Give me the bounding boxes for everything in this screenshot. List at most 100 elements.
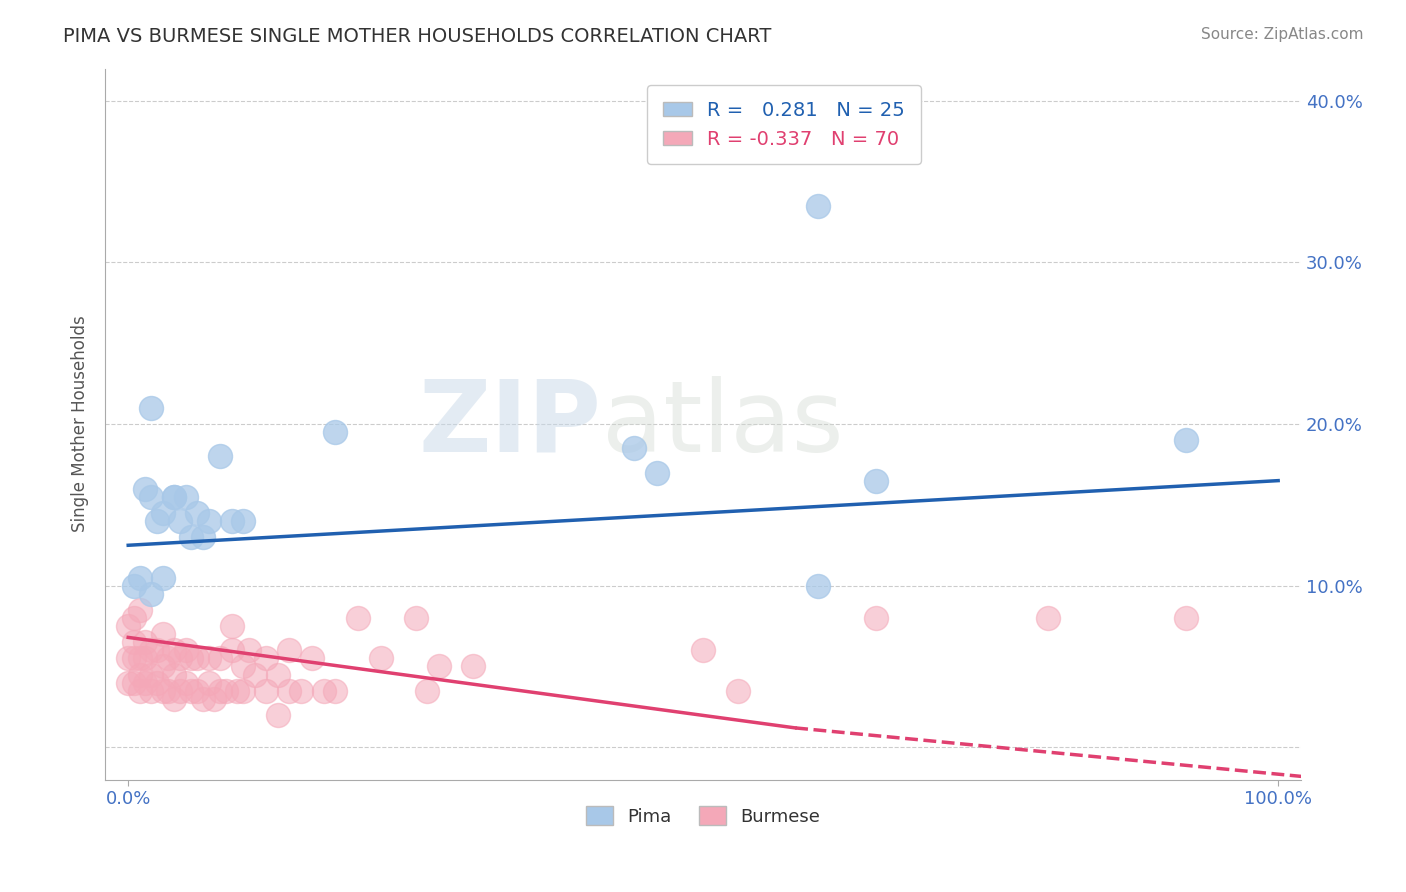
Point	[232, 683, 254, 698]
Point	[163, 667, 186, 681]
Point	[169, 683, 191, 698]
Point	[209, 683, 232, 698]
Point	[169, 514, 191, 528]
Point	[146, 514, 169, 528]
Point	[209, 651, 232, 665]
Point	[191, 691, 214, 706]
Point	[865, 611, 887, 625]
Point	[174, 490, 197, 504]
Point	[278, 643, 301, 657]
Point	[152, 506, 174, 520]
Point	[146, 675, 169, 690]
Point	[1175, 611, 1198, 625]
Point	[186, 683, 208, 698]
Point	[157, 651, 180, 665]
Point	[221, 619, 243, 633]
Point	[290, 683, 312, 698]
Point	[267, 708, 290, 723]
Point	[163, 490, 186, 504]
Point	[197, 651, 219, 665]
Point	[301, 651, 323, 665]
Y-axis label: Single Mother Households: Single Mother Households	[72, 316, 89, 533]
Point	[152, 659, 174, 673]
Point	[623, 442, 645, 456]
Point	[169, 651, 191, 665]
Point	[645, 466, 668, 480]
Point	[128, 571, 150, 585]
Point	[727, 683, 749, 698]
Point	[117, 619, 139, 633]
Point	[209, 450, 232, 464]
Point	[122, 579, 145, 593]
Point	[117, 675, 139, 690]
Point	[163, 643, 186, 657]
Point	[134, 651, 156, 665]
Point	[141, 683, 163, 698]
Point	[427, 659, 450, 673]
Point	[254, 651, 277, 665]
Point	[152, 683, 174, 698]
Point	[128, 667, 150, 681]
Point	[370, 651, 392, 665]
Text: PIMA VS BURMESE SINGLE MOTHER HOUSEHOLDS CORRELATION CHART: PIMA VS BURMESE SINGLE MOTHER HOUSEHOLDS…	[63, 27, 772, 45]
Point	[117, 651, 139, 665]
Point	[180, 651, 202, 665]
Point	[152, 571, 174, 585]
Point	[692, 643, 714, 657]
Point	[215, 683, 238, 698]
Point	[128, 683, 150, 698]
Point	[174, 643, 197, 657]
Point	[134, 635, 156, 649]
Point	[141, 490, 163, 504]
Point	[323, 425, 346, 439]
Point	[146, 643, 169, 657]
Point	[232, 659, 254, 673]
Point	[197, 675, 219, 690]
Point	[221, 643, 243, 657]
Point	[180, 530, 202, 544]
Point	[128, 651, 150, 665]
Point	[865, 474, 887, 488]
Point	[347, 611, 370, 625]
Point	[128, 603, 150, 617]
Point	[204, 691, 226, 706]
Point	[122, 635, 145, 649]
Point	[186, 651, 208, 665]
Point	[1175, 434, 1198, 448]
Point	[243, 667, 266, 681]
Point	[254, 683, 277, 698]
Point	[191, 530, 214, 544]
Point	[463, 659, 485, 673]
Point	[163, 490, 186, 504]
Point	[278, 683, 301, 698]
Point	[186, 506, 208, 520]
Point	[141, 643, 163, 657]
Point	[141, 587, 163, 601]
Point	[134, 675, 156, 690]
Point	[157, 683, 180, 698]
Point	[122, 611, 145, 625]
Point	[807, 199, 830, 213]
Point	[232, 514, 254, 528]
Point	[312, 683, 335, 698]
Point	[267, 667, 290, 681]
Point	[416, 683, 439, 698]
Point	[323, 683, 346, 698]
Point	[405, 611, 427, 625]
Point	[141, 667, 163, 681]
Point	[807, 579, 830, 593]
Point	[180, 683, 202, 698]
Legend: Pima, Burmese: Pima, Burmese	[576, 797, 830, 835]
Text: ZIP: ZIP	[419, 376, 602, 473]
Point	[226, 683, 249, 698]
Point	[1036, 611, 1059, 625]
Point	[134, 482, 156, 496]
Text: Source: ZipAtlas.com: Source: ZipAtlas.com	[1201, 27, 1364, 42]
Point	[141, 401, 163, 415]
Point	[163, 691, 186, 706]
Point	[238, 643, 260, 657]
Point	[122, 675, 145, 690]
Text: atlas: atlas	[602, 376, 844, 473]
Point	[122, 651, 145, 665]
Point	[152, 627, 174, 641]
